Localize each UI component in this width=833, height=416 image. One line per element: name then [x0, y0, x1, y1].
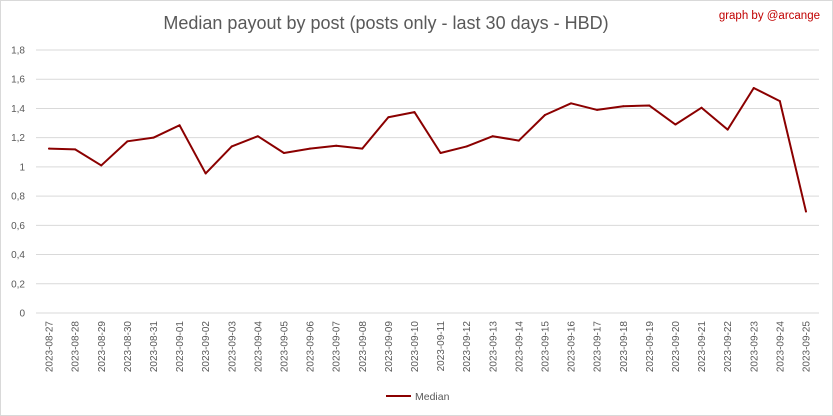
- data-point: [491, 135, 494, 138]
- data-point: [674, 123, 677, 126]
- data-point: [204, 172, 207, 175]
- data-point: [543, 114, 546, 117]
- y-tick-label: 1,2: [11, 133, 25, 144]
- data-point: [74, 148, 77, 151]
- data-point: [517, 139, 520, 142]
- x-tick-label: 2023-09-12: [462, 321, 473, 373]
- x-tick-label: 2023-08-31: [149, 321, 160, 373]
- data-point: [256, 135, 259, 138]
- x-tick-label: 2023-08-28: [71, 321, 82, 373]
- data-point: [361, 147, 364, 150]
- x-tick-label: 2023-09-21: [697, 321, 708, 373]
- data-point: [570, 102, 573, 105]
- x-tick-label: 2023-09-14: [514, 321, 525, 373]
- y-tick-label: 1,8: [11, 46, 25, 57]
- series-layer: [48, 86, 807, 213]
- data-point: [622, 105, 625, 108]
- data-point: [778, 100, 781, 103]
- x-tick-label: 2023-08-29: [97, 321, 108, 373]
- y-tick-label: 1: [19, 162, 25, 173]
- y-axis-ticks: 0 0,2 0,4 0,6 0,8 1 1,2 1,4 1,6 1,8: [11, 46, 25, 320]
- x-tick-label: 2023-09-17: [593, 321, 604, 373]
- y-tick-label: 1,6: [11, 75, 25, 86]
- x-tick-label: 2023-08-27: [45, 321, 56, 373]
- x-tick-label: 2023-09-01: [175, 321, 186, 373]
- x-tick-label: 2023-09-25: [801, 321, 812, 373]
- x-axis-ticks: 2023-08-27 2023-08-28 2023-08-29 2023-08-30…: [45, 321, 813, 373]
- data-point: [804, 210, 807, 213]
- x-tick-label: 2023-09-23: [749, 321, 760, 373]
- y-tick-label: 0,6: [11, 221, 25, 232]
- y-tick-label: 0: [19, 309, 25, 320]
- x-tick-label: 2023-08-30: [123, 321, 134, 373]
- x-tick-label: 2023-09-05: [279, 321, 290, 373]
- y-tick-label: 0,4: [11, 250, 25, 261]
- x-tick-label: 2023-09-18: [619, 321, 630, 373]
- x-tick-label: 2023-09-02: [201, 321, 212, 373]
- data-point: [335, 144, 338, 147]
- data-point: [48, 147, 51, 150]
- y-tick-label: 0,8: [11, 192, 25, 203]
- x-tick-label: 2023-09-13: [488, 321, 499, 373]
- credit-label: graph by @arcange: [718, 10, 820, 22]
- x-tick-label: 2023-09-24: [775, 321, 786, 373]
- data-point: [309, 147, 312, 150]
- data-point: [178, 124, 181, 127]
- x-tick-label: 2023-09-07: [332, 321, 343, 373]
- x-tick-label: 2023-09-19: [645, 321, 656, 373]
- x-tick-label: 2023-09-03: [227, 321, 238, 373]
- x-tick-label: 2023-09-11: [436, 321, 447, 372]
- legend[interactable]: Median: [386, 391, 450, 403]
- data-point: [439, 152, 442, 155]
- x-tick-label: 2023-09-16: [567, 321, 578, 373]
- x-tick-label: 2023-09-22: [723, 321, 734, 373]
- data-point: [282, 152, 285, 155]
- data-point: [726, 128, 729, 131]
- data-point: [596, 108, 599, 111]
- legend-label-median: Median: [415, 391, 450, 403]
- data-point: [413, 111, 416, 114]
- data-point: [152, 136, 155, 139]
- x-tick-label: 2023-09-09: [384, 321, 395, 373]
- data-point: [126, 140, 129, 143]
- y-tick-label: 0,2: [11, 279, 25, 290]
- data-point: [230, 145, 233, 148]
- x-tick-label: 2023-09-15: [540, 321, 551, 373]
- chart-title: Median payout by post (posts only - last…: [163, 13, 609, 33]
- data-point: [752, 86, 755, 89]
- x-tick-label: 2023-09-08: [358, 321, 369, 373]
- series-line-median: [48, 86, 807, 213]
- data-point: [648, 104, 651, 107]
- data-point: [100, 164, 103, 167]
- x-tick-label: 2023-09-10: [410, 321, 421, 373]
- data-point: [700, 106, 703, 109]
- y-tick-label: 1,4: [11, 104, 25, 115]
- gridlines: [36, 49, 819, 314]
- data-point: [465, 145, 468, 148]
- x-tick-label: 2023-09-04: [253, 321, 264, 373]
- x-tick-label: 2023-09-06: [306, 321, 317, 373]
- data-point: [387, 116, 390, 119]
- x-tick-label: 2023-09-20: [671, 321, 682, 373]
